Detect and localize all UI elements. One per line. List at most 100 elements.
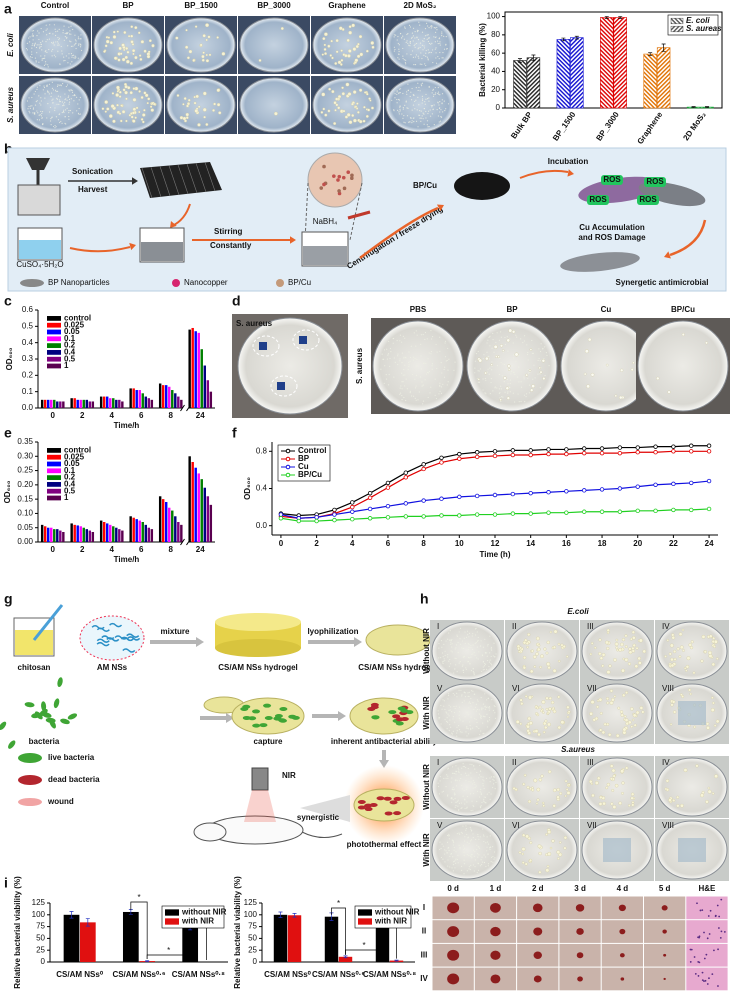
sample [259, 342, 267, 350]
lawn-dot [451, 651, 453, 653]
lawn-dot [392, 337, 395, 340]
lawn-dot [446, 795, 449, 797]
colony [358, 34, 363, 39]
diagram-label: inherent antibacterial ability [331, 737, 438, 746]
lawn-dot [479, 806, 482, 808]
colony [514, 352, 519, 357]
lawn-dot [485, 801, 487, 804]
plate-label: V [437, 821, 443, 830]
lawn-dot [502, 351, 504, 353]
lawn-dot [462, 647, 465, 650]
colony [110, 104, 115, 109]
colony [104, 44, 108, 48]
lawn-dot [49, 32, 51, 34]
particle [322, 182, 326, 187]
bar [141, 522, 144, 542]
colony [618, 647, 623, 652]
lawn-dot [442, 656, 444, 658]
lawn-dot [403, 59, 405, 61]
lawn-dot [431, 106, 433, 108]
colony [129, 91, 133, 95]
point [528, 448, 533, 453]
lawn-dot [77, 57, 79, 59]
colony [598, 697, 603, 702]
lawn-dot [411, 36, 413, 38]
lawn-dot [428, 100, 430, 102]
arrow [359, 206, 439, 259]
caption: Synergetic antimicrobial [616, 278, 709, 287]
colony [495, 355, 498, 358]
lawn-dot [487, 863, 490, 865]
lawn-dot [528, 392, 530, 394]
colony [606, 722, 610, 726]
ros-label: ROS [589, 195, 607, 204]
lawn-dot [417, 48, 419, 50]
lawn-dot [480, 776, 482, 778]
colony [601, 653, 606, 657]
lawn-dot [397, 98, 400, 101]
inhibition-zone [252, 335, 280, 357]
lawn-dot [484, 392, 486, 394]
colony [629, 637, 633, 641]
lawn-dot [461, 665, 463, 667]
nucleus [703, 980, 705, 983]
nucleus [717, 927, 720, 929]
lawn-dot [518, 381, 520, 383]
lawn-dot [480, 707, 483, 709]
colony [130, 25, 134, 29]
x-tick-label: CS/AM NSs⁰ [264, 970, 312, 979]
lawn-dot [35, 61, 37, 63]
colony [557, 857, 560, 860]
diagram-label: bacteria [29, 737, 60, 746]
point [689, 443, 694, 448]
lawn-dot [430, 43, 432, 45]
legend-swatch [285, 472, 291, 478]
axis-break [180, 538, 191, 546]
bar [158, 383, 162, 408]
lawn-dot [426, 338, 428, 340]
colony [605, 786, 609, 790]
lawn-dot [440, 386, 443, 388]
colony [634, 664, 639, 669]
bar [106, 523, 109, 542]
colony [363, 105, 366, 109]
lawn-dot [48, 48, 50, 51]
lawn-dot [431, 26, 433, 28]
lawn-dot [422, 400, 425, 402]
colony [670, 703, 674, 707]
point [706, 506, 712, 512]
bar [40, 524, 44, 542]
lawn-dot [55, 126, 57, 128]
lawn-dot [427, 112, 429, 115]
bar [99, 396, 103, 408]
bacterium [397, 706, 406, 711]
lawn-dot [513, 371, 515, 374]
lawn-dot [438, 121, 440, 123]
lawn-dot [421, 44, 424, 46]
lawn-dot [395, 34, 397, 36]
lawn-dot [485, 393, 487, 395]
nucleus [718, 915, 721, 918]
lawn-dot [463, 656, 465, 658]
lawn-dot [51, 116, 53, 118]
colony [139, 57, 143, 61]
lawn-dot [472, 727, 474, 729]
lawn-dot [453, 860, 456, 862]
colony [103, 50, 106, 53]
colony [615, 638, 619, 642]
lawn-dot [38, 95, 40, 97]
lawn-dot [489, 367, 491, 369]
lawn-dot [439, 101, 441, 103]
lawn-dot [425, 55, 427, 58]
lawn-dot [65, 98, 67, 100]
colony [620, 642, 624, 647]
lawn-dot [61, 50, 63, 52]
lawn-dot [472, 671, 474, 673]
lawn-dot [393, 46, 396, 48]
diagram-label: synergistic [297, 813, 340, 822]
lawn-dot [487, 643, 489, 646]
lawn-dot [483, 787, 485, 790]
colony [521, 852, 524, 856]
colony [598, 638, 602, 642]
colony [606, 701, 610, 705]
